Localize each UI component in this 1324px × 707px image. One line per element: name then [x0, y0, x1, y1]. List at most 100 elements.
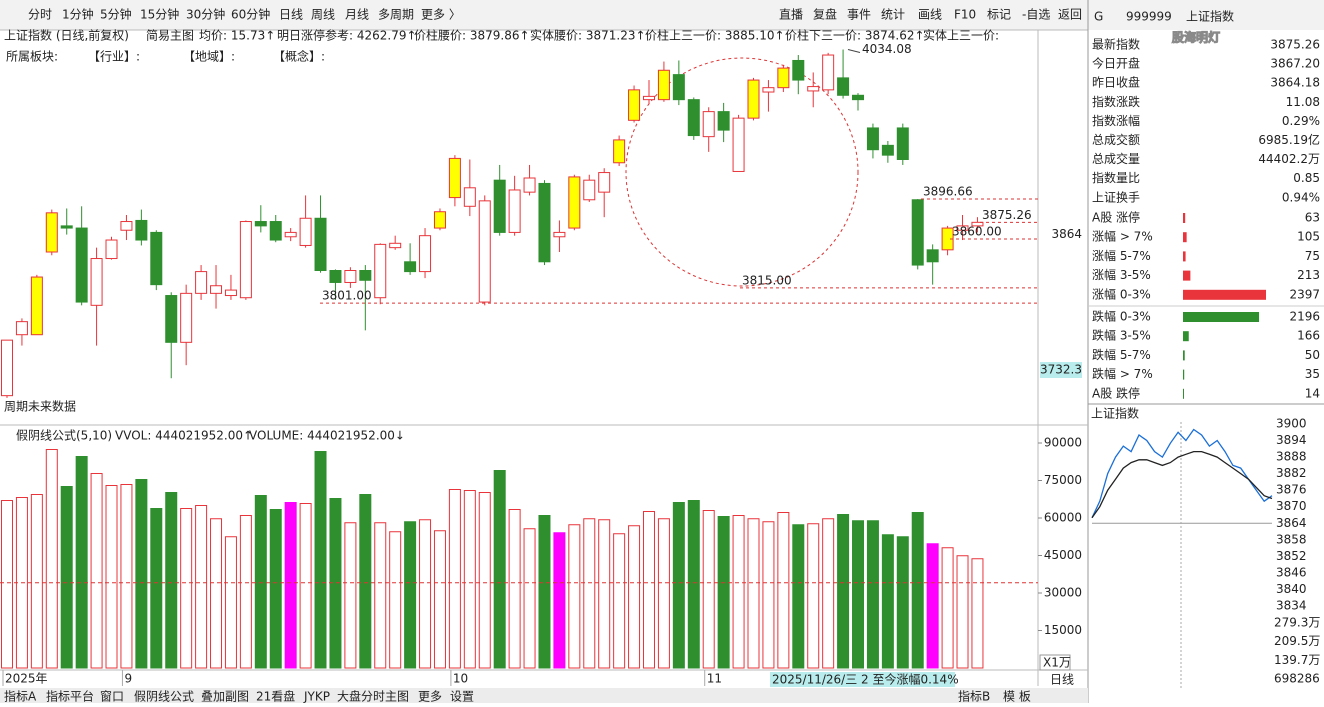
volume-bar	[224, 536, 237, 669]
candle-body	[105, 239, 118, 260]
volume-tick: 75000	[1044, 473, 1082, 487]
candle-body	[419, 235, 432, 273]
candle-body	[45, 212, 58, 253]
volume-bar	[90, 473, 103, 669]
mini-line	[1091, 428, 1273, 519]
breadth-label: 跌幅 0-3%	[1092, 309, 1151, 324]
volume-bar	[642, 511, 655, 669]
volume-bar	[284, 502, 297, 669]
period-tab[interactable]: 月线	[345, 8, 369, 22]
circle-annotation	[625, 57, 859, 287]
stat-value: 3864.18	[1270, 76, 1320, 90]
candle-body	[956, 225, 969, 231]
volume-bar	[299, 503, 312, 669]
candle-body	[90, 258, 103, 306]
volume-bar	[344, 522, 357, 669]
breadth-bar	[1183, 350, 1185, 361]
volume-bar	[657, 518, 670, 669]
candle-body	[329, 270, 342, 283]
period-tab[interactable]: 30分钟	[186, 7, 225, 22]
candle-body	[463, 187, 476, 207]
toolbar-button[interactable]: 复盘	[813, 7, 837, 22]
bottom-tab[interactable]: 指标A	[4, 689, 37, 704]
stat-value: 0.29%	[1282, 114, 1320, 128]
breadth-bar	[1183, 213, 1186, 223]
toolbar-button[interactable]: 直播	[779, 8, 803, 22]
candle-body	[852, 94, 865, 101]
volume-bar	[195, 505, 208, 669]
bottom-tab[interactable]: 更多	[418, 690, 442, 704]
x-tick-label: 2025年	[5, 672, 48, 686]
volume-bar	[628, 525, 641, 669]
breadth-label: A股 涨停	[1092, 210, 1140, 225]
toolbar-button[interactable]: 统计	[881, 8, 905, 22]
volume-bar	[254, 495, 267, 669]
level-label: 3875.26	[982, 208, 1032, 222]
mini-volume-tick: 698286	[1274, 672, 1320, 686]
candle-body	[15, 321, 28, 336]
period-tab[interactable]: 1分钟	[62, 7, 94, 22]
stat-label: 最新指数	[1092, 37, 1140, 52]
candle-body	[657, 69, 670, 101]
badge: G	[1094, 10, 1103, 24]
candle-body	[239, 221, 252, 299]
mini-title: 上证指数	[1091, 406, 1139, 421]
toolbar-button[interactable]: 返回	[1058, 8, 1082, 22]
code: 999999	[1126, 10, 1172, 24]
candle-body	[642, 95, 655, 101]
candle-body	[344, 270, 357, 283]
candle-body	[732, 117, 745, 172]
toolbar-button[interactable]: 标记	[987, 8, 1011, 22]
toolbar-button[interactable]: -自选	[1022, 8, 1050, 22]
volume-bar	[314, 451, 327, 669]
breadth-bar	[1183, 312, 1260, 322]
volume-bar	[583, 518, 596, 669]
bottom-tab[interactable]: 窗口	[100, 690, 124, 704]
period-tab[interactable]: 多周期	[378, 8, 414, 22]
volume-bar	[389, 531, 402, 669]
candle-body	[478, 200, 491, 303]
bottom-tab[interactable]: 假阴线公式	[134, 690, 194, 704]
bottom-tab[interactable]: 叠加副图	[201, 690, 249, 704]
info-item: 实体腰价: 3871.23↑	[530, 28, 646, 43]
volume-bar	[120, 484, 133, 669]
toolbar-button[interactable]: 事件	[847, 8, 871, 22]
period-tab[interactable]: 日线	[279, 8, 303, 22]
toolbar-bg	[0, 0, 1324, 30]
toolbar-button[interactable]: 画线	[918, 8, 942, 22]
period-tab[interactable]: 15分钟	[140, 7, 179, 22]
bottom-tab[interactable]: 设置	[450, 690, 474, 704]
bottom-tab[interactable]: 模 板	[1003, 690, 1031, 704]
period-tab[interactable]: 60分钟	[231, 7, 270, 22]
period-tab[interactable]: 更多 〉	[421, 8, 461, 22]
level-label: 4034.08	[862, 42, 912, 56]
bottom-tab[interactable]: 指标平台	[46, 689, 94, 704]
x-tick-label: 11	[707, 672, 722, 686]
bottom-tab[interactable]: 指标B	[958, 689, 990, 704]
chart-mode[interactable]: 简易主图	[146, 29, 194, 43]
bottom-tab[interactable]: 21看盘	[256, 689, 295, 704]
period-tab[interactable]: 周线	[311, 8, 335, 22]
period-tab[interactable]: 分时	[28, 8, 52, 22]
toolbar-button[interactable]: F10	[954, 8, 976, 22]
info-item: 价柱腰价: 3879.86↑	[414, 28, 530, 43]
volume-bar	[687, 500, 700, 669]
volume-bar	[359, 494, 372, 669]
candle-body	[374, 243, 387, 299]
bottom-tab[interactable]: JYKP	[303, 690, 330, 704]
candle-body	[598, 172, 611, 193]
breadth-label: 涨幅 > 7%	[1092, 229, 1153, 244]
bottom-tab[interactable]: 大盘分时主图	[337, 689, 409, 704]
stat-label: 总成交量	[1092, 151, 1140, 166]
mini-line	[1091, 450, 1273, 519]
volume-bar	[926, 543, 939, 669]
stat-label: 上证换手	[1092, 190, 1140, 204]
candle-body	[792, 59, 805, 81]
volume-bar	[239, 515, 252, 669]
volume-bar	[463, 490, 476, 669]
status-bg	[770, 672, 955, 687]
candle-body	[568, 176, 581, 229]
unit-box	[1039, 654, 1071, 671]
period-tab[interactable]: 5分钟	[100, 7, 132, 22]
x-tick-label: 10	[453, 672, 468, 686]
